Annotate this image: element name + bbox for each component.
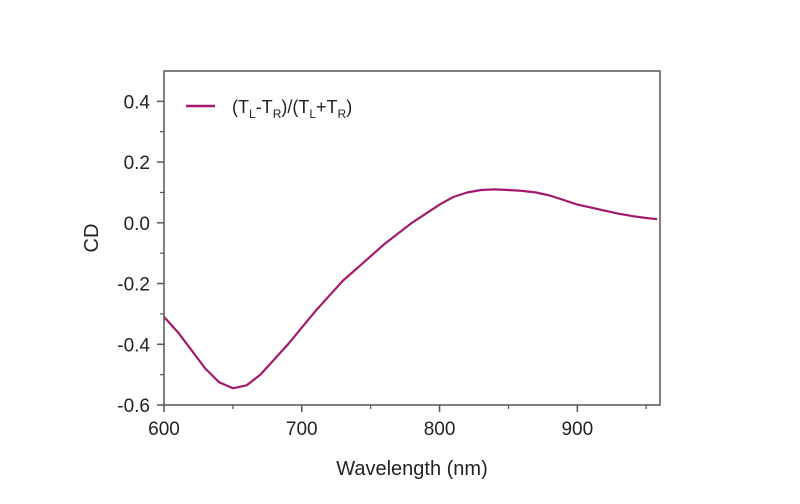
y-tick-label: 0.2 bbox=[124, 153, 150, 174]
y-tick-label: -0.2 bbox=[117, 275, 150, 296]
x-tick-label: 700 bbox=[286, 419, 318, 440]
plot-frame bbox=[163, 70, 661, 406]
x-tick-label: 800 bbox=[424, 419, 456, 440]
legend: (TL-TR)/(TL+TR) bbox=[186, 97, 352, 121]
y-axis-title: CD bbox=[81, 224, 103, 253]
y-tick-label: 0.0 bbox=[124, 214, 150, 235]
x-tick-label: 900 bbox=[561, 419, 593, 440]
series-line-cd bbox=[163, 188, 658, 390]
x-axis-title: Wavelength (nm) bbox=[336, 458, 488, 480]
legend-label: (TL-TR)/(TL+TR) bbox=[232, 97, 352, 121]
y-tick-label: 0.4 bbox=[124, 92, 151, 113]
y-tick-label: -0.4 bbox=[117, 335, 150, 356]
y-tick-label: -0.6 bbox=[117, 396, 150, 417]
x-tick-label: 600 bbox=[148, 419, 180, 440]
